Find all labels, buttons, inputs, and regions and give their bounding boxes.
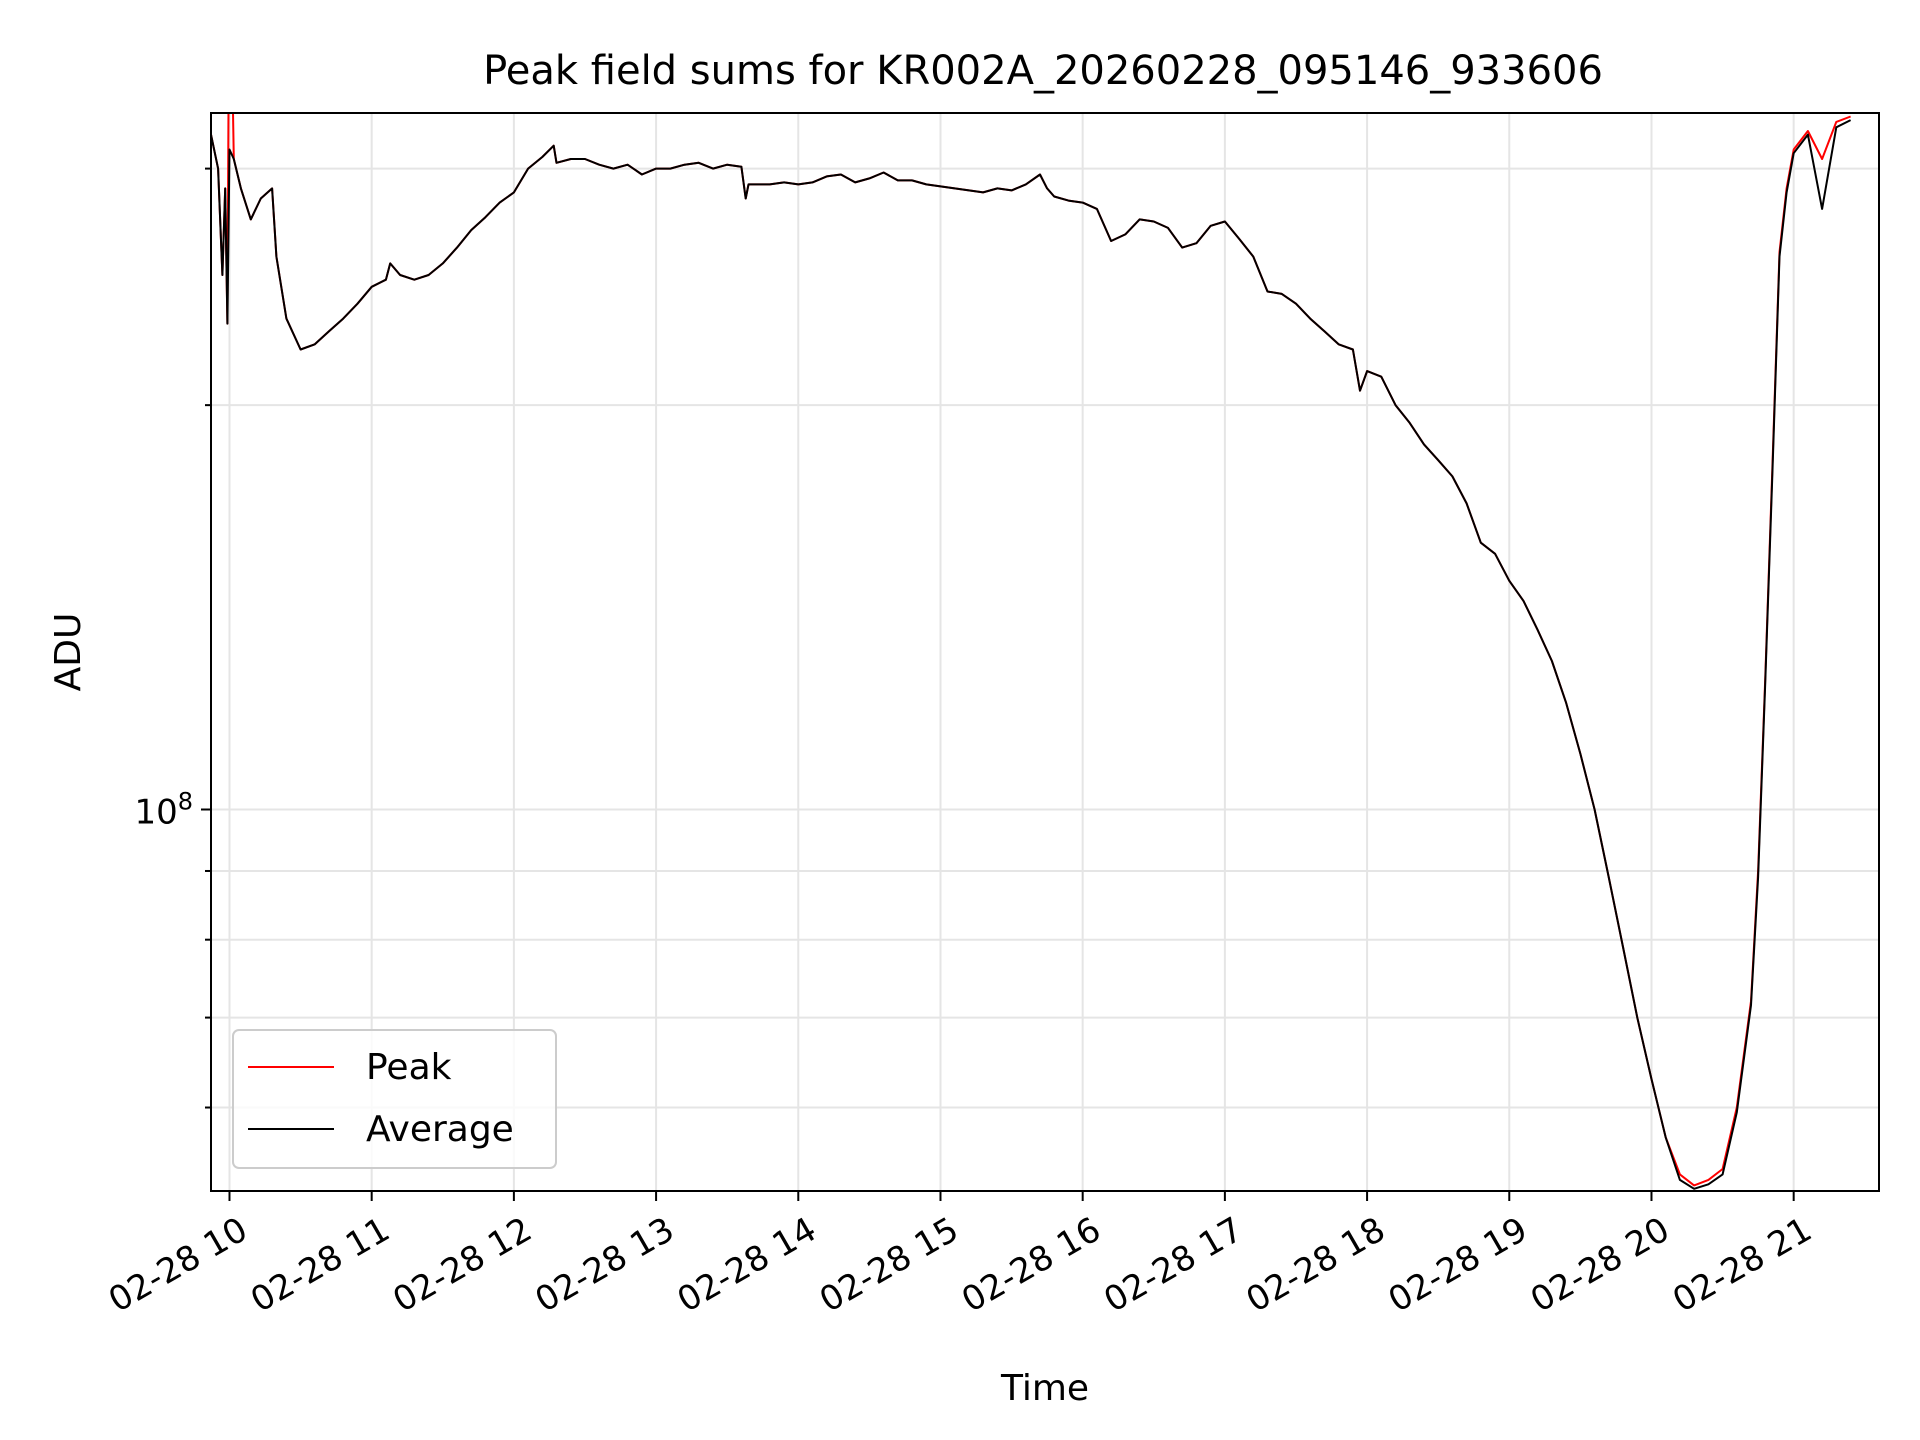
legend-peak-label: Peak (366, 1047, 452, 1088)
y-tick-label-base: 10 (134, 793, 177, 833)
y-axis-label: ADU (48, 613, 89, 692)
y-tick-label: 108 (134, 788, 193, 833)
series-line-average (211, 119, 1852, 1190)
series-group (211, 113, 1852, 1190)
legend-average-label: Average (366, 1109, 514, 1150)
legend-box (232, 1029, 557, 1169)
x-axis-label: Time (1000, 1368, 1089, 1409)
chart-title: Peak field sums for KR002A_20260228_0951… (483, 48, 1603, 94)
legend: Peak Average (232, 1029, 557, 1169)
plot-frame (210, 112, 1880, 1192)
y-tick-label-exponent: 8 (178, 788, 193, 816)
grid (211, 113, 1879, 1191)
